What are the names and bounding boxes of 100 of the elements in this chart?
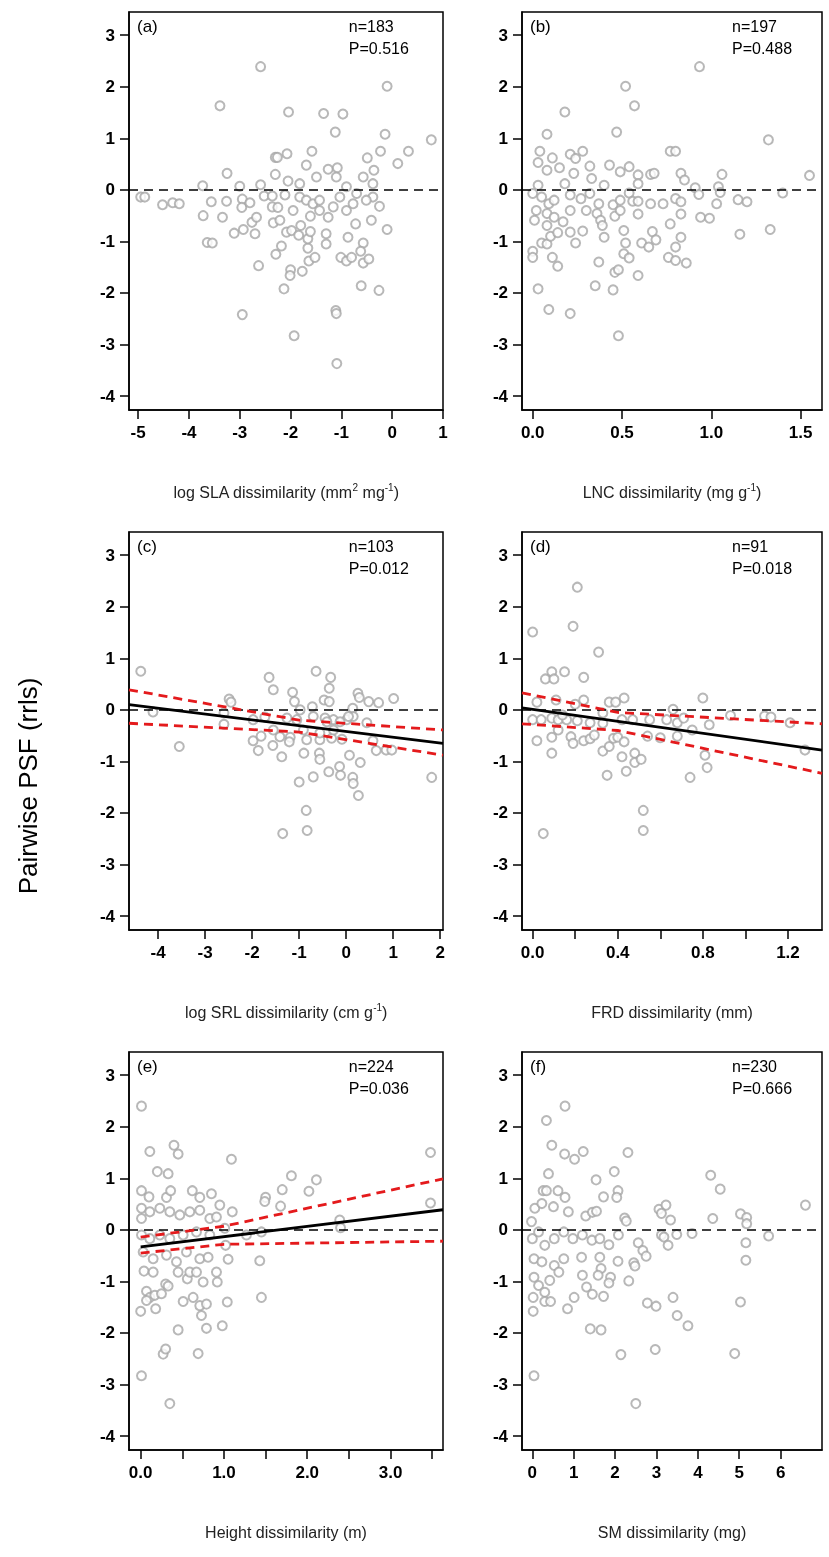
x-axis-title: FRD dissimilarity (mm) (591, 1003, 753, 1021)
x-tick-label: 5 (734, 1463, 744, 1482)
annotation: (d) (530, 537, 551, 556)
y-tick-label: 1 (498, 648, 508, 668)
y-tick-label: 1 (498, 1168, 508, 1188)
y-tick-label: 3 (105, 1065, 115, 1085)
y-tick-label: -3 (492, 855, 508, 875)
x-tick-label: 0.5 (610, 423, 634, 442)
y-tick-label: -4 (492, 386, 509, 406)
x-tick-label: 2 (435, 943, 445, 962)
y-tick-label: 3 (498, 1065, 508, 1085)
y-tick-label: 2 (498, 77, 508, 97)
y-tick-label: 1 (105, 128, 115, 148)
x-tick-label: -4 (181, 423, 198, 442)
annotation: n=183 (348, 17, 394, 35)
y-tick-label: 1 (105, 1168, 115, 1188)
y-tick-label: -2 (99, 283, 115, 303)
annotation: P=0.666 (732, 1079, 793, 1097)
y-tick-label: -2 (492, 283, 508, 303)
annotation: n=197 (732, 17, 778, 35)
y-tick-label: -2 (99, 1323, 115, 1343)
annotation: P=0.036 (348, 1079, 409, 1097)
x-tick-label: 1 (438, 423, 448, 442)
annotation: (b) (530, 17, 551, 36)
x-tick-label: -3 (232, 423, 248, 442)
y-tick-label: -2 (492, 803, 508, 823)
y-tick-label: 3 (498, 25, 508, 45)
x-tick-label: -4 (150, 943, 167, 962)
x-tick-label: -1 (333, 423, 349, 442)
y-tick-label: -1 (99, 231, 115, 251)
y-tick-label: 0 (105, 1220, 115, 1240)
annotation: (f) (530, 1057, 547, 1076)
y-tick-label: -3 (99, 335, 115, 355)
x-tick-label: 3.0 (378, 1463, 403, 1482)
y-tick-label: 1 (105, 648, 115, 668)
y-tick-label: -2 (99, 803, 115, 823)
y-tick-label: 2 (105, 77, 115, 97)
x-tick-label: 1 (568, 1463, 579, 1482)
y-tick-label: -1 (99, 1271, 115, 1291)
x-tick-label: 1 (388, 943, 398, 962)
y-axis-title: Pairwise PSF (rrls) (13, 677, 43, 895)
y-tick-label: 0 (498, 700, 508, 720)
annotation: P=0.516 (348, 39, 409, 57)
y-tick-label: -3 (492, 335, 508, 355)
y-tick-label: -4 (99, 386, 116, 406)
x-tick-label: 1.5 (788, 423, 813, 442)
annotation: n=224 (348, 1057, 394, 1075)
y-tick-label: -2 (492, 1323, 508, 1343)
y-tick-label: 2 (498, 597, 508, 617)
y-tick-label: 0 (105, 180, 115, 200)
y-tick-label: -3 (99, 1375, 115, 1395)
x-tick-label: -1 (291, 943, 307, 962)
y-tick-label: 3 (105, 545, 115, 565)
annotation: (a) (137, 17, 158, 36)
x-tick-label: 0 (387, 423, 397, 442)
x-tick-label: 3 (651, 1463, 662, 1482)
y-tick-label: 1 (498, 128, 508, 148)
x-tick-label: 2 (610, 1463, 620, 1482)
annotation: P=0.018 (732, 559, 793, 577)
annotation: (c) (137, 537, 157, 556)
y-tick-label: -4 (99, 1426, 116, 1446)
y-tick-label: -1 (492, 1271, 508, 1291)
annotation: n=103 (348, 537, 394, 555)
x-axis-title: SM dissimilarity (mg) (597, 1523, 747, 1541)
x-tick-label: 4 (693, 1463, 704, 1482)
annotation: (e) (137, 1057, 158, 1076)
annotation: P=0.012 (348, 559, 409, 577)
x-tick-label: -3 (197, 943, 213, 962)
x-tick-label: 0.0 (520, 943, 545, 962)
x-tick-label: 1.0 (699, 423, 724, 442)
y-tick-label: -4 (492, 906, 509, 926)
x-tick-label: 6 (775, 1463, 786, 1482)
x-tick-label: 1.2 (776, 943, 800, 962)
x-tick-label: 1.0 (212, 1463, 236, 1482)
y-tick-label: -3 (492, 1375, 508, 1395)
y-tick-label: -1 (99, 751, 115, 771)
x-tick-label: -2 (283, 423, 299, 442)
y-tick-label: -4 (492, 1426, 509, 1446)
y-tick-label: -4 (99, 906, 116, 926)
x-axis-title: Height dissimilarity (m) (205, 1523, 367, 1541)
annotation: n=91 (732, 537, 769, 555)
y-tick-label: 0 (498, 1220, 508, 1240)
x-tick-label: 0.8 (691, 943, 715, 962)
x-tick-label: 0.4 (605, 943, 631, 962)
x-tick-label: -2 (244, 943, 260, 962)
x-tick-label: 0.0 (520, 423, 545, 442)
y-tick-label: 2 (105, 597, 115, 617)
x-tick-label: 0.0 (128, 1463, 153, 1482)
y-tick-label: 3 (498, 545, 508, 565)
y-tick-label: 3 (105, 25, 115, 45)
x-tick-label: 0 (527, 1463, 538, 1482)
x-tick-label: 2.0 (295, 1463, 320, 1482)
y-tick-label: -1 (492, 231, 508, 251)
y-tick-label: 0 (498, 180, 508, 200)
x-tick-label: 0 (341, 943, 351, 962)
y-tick-label: -3 (99, 855, 115, 875)
annotation: n=230 (732, 1057, 778, 1075)
y-tick-label: 2 (105, 1117, 115, 1137)
y-tick-label: 0 (105, 700, 115, 720)
y-tick-label: -1 (492, 751, 508, 771)
